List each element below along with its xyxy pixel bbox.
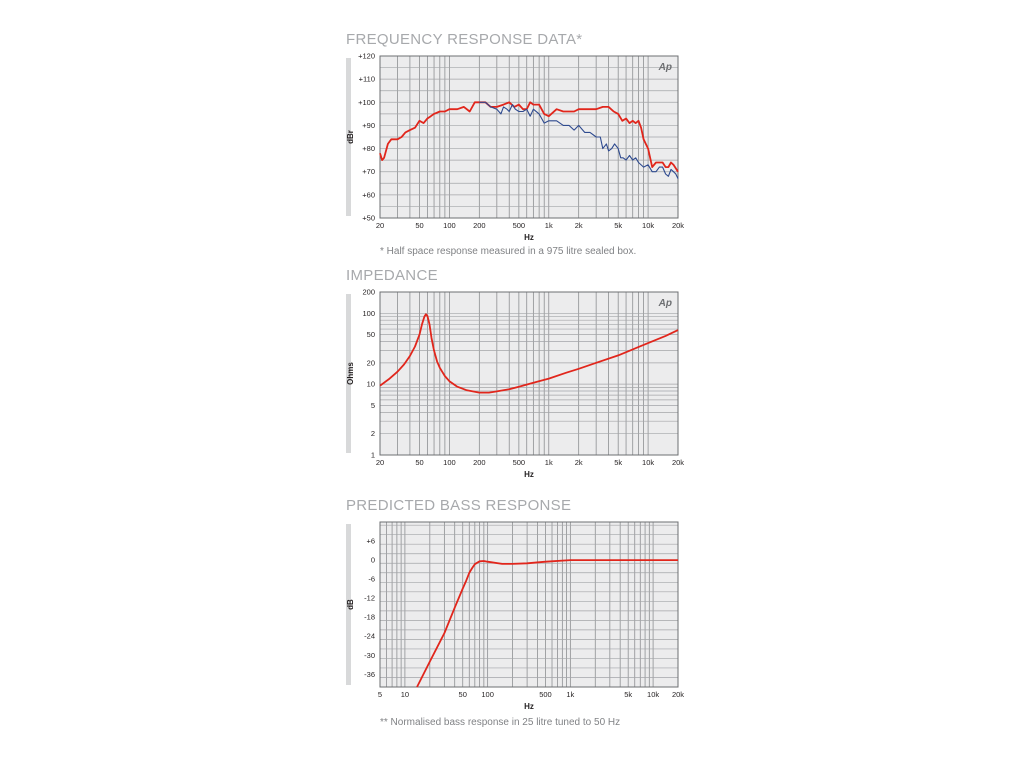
ap-logo: Ap (658, 298, 672, 309)
impedance-chart: 20 50 100 200 500 1k 2k 5k 10k 20k 1 2 5 10 20 50 100 200… (346, 288, 684, 479)
x-tick-label: 10k (647, 690, 659, 699)
x-tick-label: 2k (575, 221, 583, 230)
y-tick-label: 200 (362, 288, 375, 297)
x-tick-label: 10k (642, 221, 654, 230)
series-line-2 (479, 101, 679, 179)
predicted-bass-response-chart: 5 10 50 100 500 1k 5k 10k 20k -36 -30 -24 -18 -12 -6 0 +… (346, 521, 684, 711)
plot-area (379, 521, 679, 688)
series-line-1 (416, 559, 678, 688)
chart-3-title: PREDICTED BASS RESPONSE (346, 497, 572, 514)
x-tick-label: 500 (513, 221, 526, 230)
x-axis-label: Hz (524, 702, 534, 711)
y-tick-label: -6 (368, 575, 375, 584)
y-tick-label: 10 (367, 380, 375, 389)
y-axis-label: dB (346, 599, 355, 610)
x-tick-label: 20 (376, 458, 384, 467)
y-tick-label: +120 (358, 52, 375, 61)
y-tick-label: 100 (362, 309, 375, 318)
y-tick-label: +60 (362, 190, 375, 199)
y-tick-label: -30 (364, 651, 375, 660)
y-tick-label: -12 (364, 594, 375, 603)
x-tick-label: 50 (415, 221, 423, 230)
y-tick-label: 1 (371, 451, 375, 460)
x-tick-label: 10k (642, 458, 654, 467)
x-axis-label: Hz (524, 233, 534, 242)
y-tick-label: 2 (371, 429, 375, 438)
axis-strip (346, 524, 351, 685)
y-tick-label: -24 (364, 632, 375, 641)
plot-area (379, 291, 679, 456)
x-tick-label: 20k (672, 221, 684, 230)
x-tick-label: 20k (672, 690, 684, 699)
y-axis-label: Ohms (346, 362, 355, 385)
x-tick-label: 100 (443, 458, 456, 467)
x-tick-label: 100 (481, 690, 494, 699)
y-tick-label: 5 (371, 401, 375, 410)
x-tick-label: 1k (545, 458, 553, 467)
x-tick-label: 20 (376, 221, 384, 230)
x-tick-label: 5k (614, 221, 622, 230)
axis-strip (346, 294, 351, 453)
x-tick-label: 5k (614, 458, 622, 467)
y-tick-label: +80 (362, 144, 375, 153)
axis-strip (346, 58, 351, 216)
y-tick-label: +70 (362, 167, 375, 176)
x-tick-label: 100 (443, 221, 456, 230)
chart-3-footnote: ** Normalised bass response in 25 litre … (380, 717, 621, 728)
x-tick-label: 10 (401, 690, 409, 699)
x-tick-label: 200 (473, 458, 486, 467)
y-tick-label: -18 (364, 613, 375, 622)
frequency-response-chart: 20 50 100 200 500 1k 2k 5k 10k 20k +50 +60 +70 +80 +90… (346, 52, 684, 242)
y-axis-label: dBr (346, 130, 355, 144)
x-tick-label: 1k (545, 221, 553, 230)
x-axis-label: Hz (524, 470, 534, 479)
x-tick-label: 500 (513, 458, 526, 467)
y-tick-label: +110 (359, 75, 375, 84)
x-tick-label: 5k (624, 690, 632, 699)
x-tick-label: 500 (539, 690, 552, 699)
x-tick-label: 20k (672, 458, 684, 467)
y-tick-label: +90 (362, 121, 375, 130)
y-tick-label: +100 (358, 98, 375, 107)
x-tick-label: 5 (378, 690, 382, 699)
series-line-1 (379, 313, 679, 394)
x-tick-label: 1k (566, 690, 574, 699)
chart-1-title: FREQUENCY RESPONSE DATA* (346, 31, 583, 48)
y-tick-label: 0 (371, 556, 375, 565)
chart-1-footnote: * Half space response measured in a 975 … (380, 246, 637, 257)
y-tick-label: +50 (362, 214, 375, 223)
x-tick-label: 50 (459, 690, 467, 699)
y-tick-label: 50 (367, 330, 375, 339)
x-tick-label: 200 (473, 221, 486, 230)
y-tick-label: +6 (366, 537, 375, 546)
series-line-1 (379, 101, 679, 173)
y-tick-label: -36 (364, 670, 375, 679)
ap-logo: Ap (658, 62, 672, 73)
x-tick-label: 2k (575, 458, 583, 467)
y-tick-label: 20 (367, 358, 375, 367)
x-tick-label: 50 (415, 458, 423, 467)
chart-2-title: IMPEDANCE (346, 267, 438, 284)
